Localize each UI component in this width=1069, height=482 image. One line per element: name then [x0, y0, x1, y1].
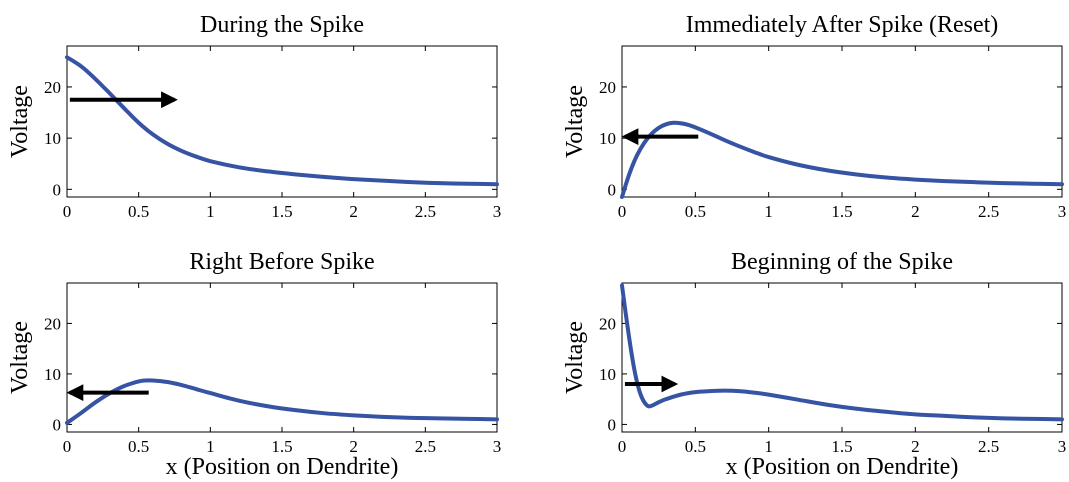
y-axis-label: Voltage	[7, 321, 33, 394]
x-tick-label: 3	[1058, 437, 1067, 456]
y-tick-label: 10	[44, 129, 61, 148]
voltage-series-line	[620, 120, 1064, 199]
x-tick-label: 1	[206, 437, 215, 456]
x-tick-label: 1	[206, 202, 215, 221]
x-tick-label: 0	[63, 202, 72, 221]
x-tick-label: 2.5	[978, 437, 999, 456]
x-tick-label: 0.5	[685, 437, 706, 456]
y-tick-label: 0	[608, 415, 617, 434]
y-tick-label: 10	[44, 365, 61, 384]
x-tick-label: 3	[1058, 202, 1067, 221]
y-tick-label: 0	[53, 415, 62, 434]
x-tick-label: 1	[764, 202, 773, 221]
chart-panel-4: Beginning of the Spike 0 0.5 1 1.5 2 2.5 3 0 10 20…	[562, 249, 1066, 480]
x-tick-label: 3	[493, 437, 502, 456]
x-tick-label: 2	[911, 202, 920, 221]
chart-title: During the Spike	[200, 12, 364, 38]
y-tick-label: 20	[599, 78, 616, 97]
x-tick-label: 0.5	[685, 202, 706, 221]
x-tick-label: 2	[349, 437, 358, 456]
x-axis-label: x (Position on Dendrite)	[166, 454, 399, 480]
y-tick-label: 10	[599, 365, 616, 384]
x-tick-label: 1.5	[831, 437, 852, 456]
x-tick-label: 2	[911, 437, 920, 456]
y-tick-label: 20	[44, 78, 61, 97]
chart-title: Immediately After Spike (Reset)	[686, 12, 999, 38]
voltage-series-line	[65, 378, 499, 425]
x-tick-label: 1.5	[271, 202, 292, 221]
x-tick-label: 0	[618, 202, 627, 221]
y-axis-label: Voltage	[562, 85, 588, 158]
y-tick-label: 10	[599, 129, 616, 148]
y-tick-label: 20	[44, 314, 61, 333]
x-tick-label: 1.5	[271, 437, 292, 456]
x-tick-label: 1	[764, 437, 773, 456]
x-tick-label: 2	[349, 202, 358, 221]
x-tick-label: 1.5	[831, 202, 852, 221]
y-tick-label: 0	[608, 180, 617, 199]
voltage-series-line	[65, 55, 499, 187]
x-tick-label: 2.5	[978, 202, 999, 221]
y-tick-label: 20	[599, 314, 616, 333]
plot-frame	[621, 282, 1063, 433]
chart-panel-2: Immediately After Spike (Reset) 0 0.5 1 1.5 2…	[562, 12, 1066, 221]
y-axis-label: Voltage	[7, 85, 33, 158]
chart-title: Right Before Spike	[189, 249, 374, 275]
chart-panel-3: Right Before Spike 0 0.5 1 1.5 2 2.5 3 0 10 20 Volt…	[7, 249, 501, 480]
x-tick-label: 0.5	[128, 437, 149, 456]
chart-panel-1: During the Spike 0 0.5 1 1.5 2 2.5 3 0 10 20 Voltag…	[7, 12, 501, 221]
x-tick-label: 0.5	[128, 202, 149, 221]
x-tick-label: 2.5	[415, 202, 436, 221]
x-axis-label: x (Position on Dendrite)	[726, 454, 959, 480]
x-tick-label: 2.5	[415, 437, 436, 456]
y-axis-label: Voltage	[562, 321, 588, 394]
x-tick-label: 0	[63, 437, 72, 456]
x-tick-label: 3	[493, 202, 502, 221]
x-tick-label: 0	[618, 437, 627, 456]
chart-title: Beginning of the Spike	[731, 249, 953, 275]
voltage-series-line	[620, 283, 1064, 422]
y-tick-label: 0	[53, 180, 62, 199]
